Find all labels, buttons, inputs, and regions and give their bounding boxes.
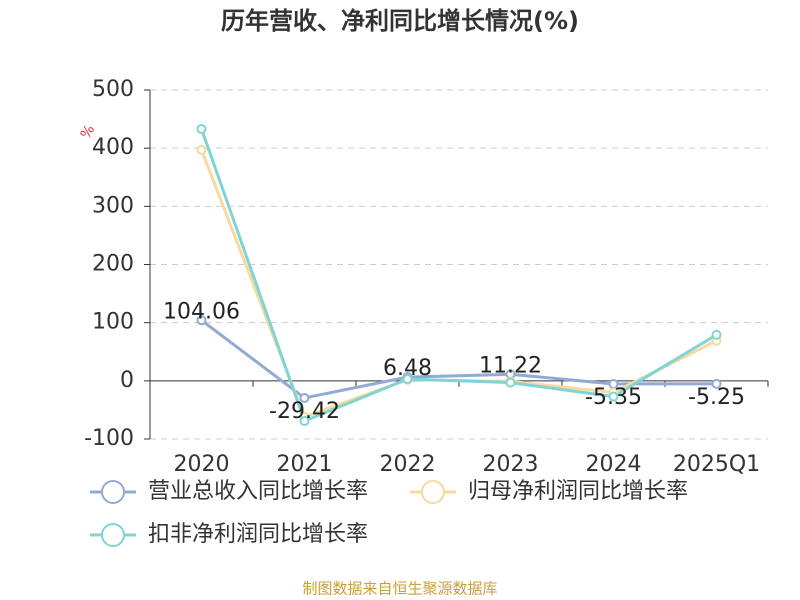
x-tick-label: 2020 xyxy=(174,452,230,477)
data-point xyxy=(196,144,207,155)
y-tick-label: 100 xyxy=(92,310,134,335)
data-label: -5.35 xyxy=(585,385,642,410)
legend-icon xyxy=(101,523,125,547)
data-point xyxy=(299,415,310,426)
x-tick-label: 2023 xyxy=(483,452,539,477)
y-tick-label: 500 xyxy=(92,77,134,102)
chart-title: 历年营收、净利同比增长情况(%) xyxy=(221,7,579,35)
legend-label: 归母净利润同比增长率 xyxy=(468,479,688,504)
y-tick-label: 200 xyxy=(92,252,134,277)
data-point xyxy=(711,378,722,389)
data-point xyxy=(299,392,310,403)
data-point xyxy=(608,391,619,402)
y-tick-label: -100 xyxy=(84,426,134,451)
legend-icon xyxy=(421,480,445,504)
y-tick-label: 300 xyxy=(92,193,134,218)
data-label: -5.25 xyxy=(688,385,745,410)
x-tick-label: 2022 xyxy=(380,452,436,477)
x-tick-label: 2024 xyxy=(586,452,642,477)
data-label: 11.22 xyxy=(479,353,542,378)
data-label: 104.06 xyxy=(163,299,240,324)
data-point xyxy=(196,315,207,326)
x-tick-label: 2021 xyxy=(277,452,333,477)
y-tick-label: 400 xyxy=(92,135,134,160)
series-line xyxy=(200,128,718,423)
data-label: 6.48 xyxy=(383,356,432,381)
data-point xyxy=(402,374,413,385)
data-label: -29.42 xyxy=(269,399,340,424)
legend-label: 营业总收入同比增长率 xyxy=(148,479,368,504)
legend-icon xyxy=(101,480,125,504)
legend-label: 扣非净利润同比增长率 xyxy=(148,522,368,547)
data-point xyxy=(196,123,207,134)
data-point xyxy=(711,329,722,340)
source-note: 制图数据来自恒生聚源数据库 xyxy=(302,580,497,598)
x-tick-label: 2025Q1 xyxy=(673,452,760,477)
data-point xyxy=(505,377,516,388)
y-tick-label: 0 xyxy=(120,368,134,393)
